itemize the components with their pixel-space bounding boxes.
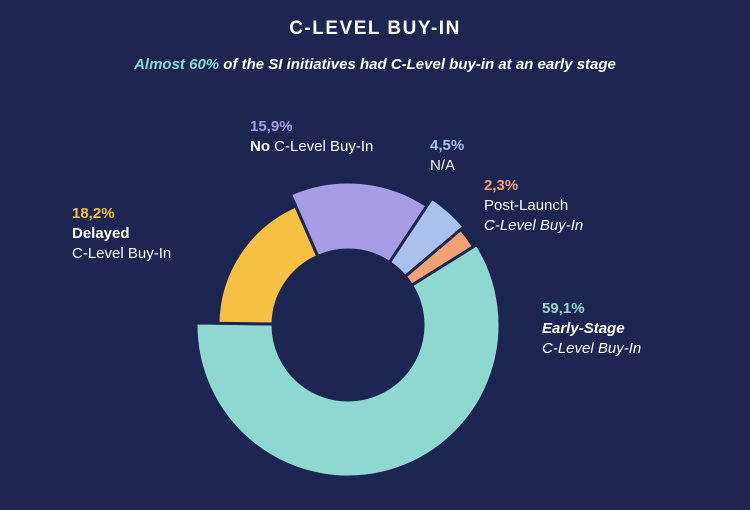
- slice-early-stage: [194, 242, 502, 479]
- pct-delayed: 18,2%: [72, 205, 115, 222]
- name-no-buy-in-rest: C-Level Buy-In: [270, 138, 374, 155]
- subtitle-highlight: Almost 60%: [134, 56, 220, 73]
- sub-post-launch: C-Level Buy-In: [484, 217, 584, 234]
- pct-no-buy-in: 15,9%: [250, 118, 293, 135]
- name-na: N/A: [430, 157, 456, 174]
- name-early-stage: Early-Stage: [542, 320, 625, 337]
- label-delayed: 18,2% Delayed C-Level Buy-In: [72, 204, 171, 264]
- slice-post-launch: [403, 227, 476, 287]
- chart-title: C-LEVEL BUY-IN: [289, 18, 461, 39]
- label-no-buy-in: 15,9% No C-Level Buy-In: [250, 117, 373, 157]
- sub-early-stage: C-Level Buy-In: [542, 340, 642, 357]
- pct-early-stage: 59,1%: [542, 300, 585, 317]
- pct-post-launch: 2,3%: [484, 177, 519, 194]
- subtitle-text: of the SI initiatives had C-Level buy-in…: [219, 56, 616, 73]
- label-early-stage: 59,1% Early-Stage C-Level Buy-In: [542, 299, 641, 359]
- sub-delayed: C-Level Buy-In: [72, 245, 172, 262]
- name-post-launch: Post-Launch: [484, 197, 569, 214]
- chart-subtitle: Almost 60% of the SI initiatives had C-L…: [0, 56, 750, 73]
- name-no-buy-in-bold: No: [250, 138, 270, 155]
- pct-na: 4,5%: [430, 137, 465, 154]
- label-post-launch: 2,3% Post-Launch C-Level Buy-In: [484, 176, 583, 236]
- label-na: 4,5% N/A: [430, 136, 464, 176]
- name-delayed: Delayed: [72, 225, 130, 242]
